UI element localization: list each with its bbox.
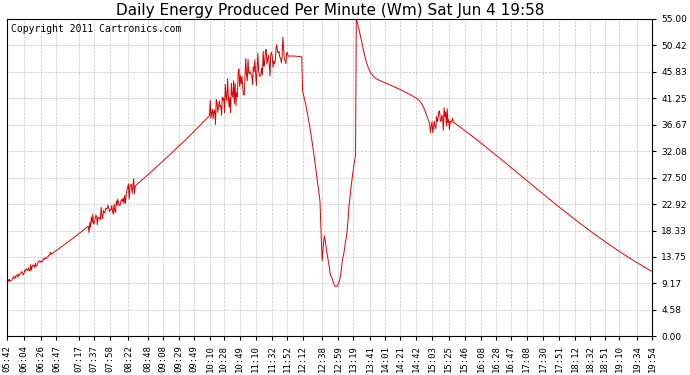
Title: Daily Energy Produced Per Minute (Wm) Sat Jun 4 19:58: Daily Energy Produced Per Minute (Wm) Sa… [116,3,544,18]
Text: Copyright 2011 Cartronics.com: Copyright 2011 Cartronics.com [10,24,181,34]
